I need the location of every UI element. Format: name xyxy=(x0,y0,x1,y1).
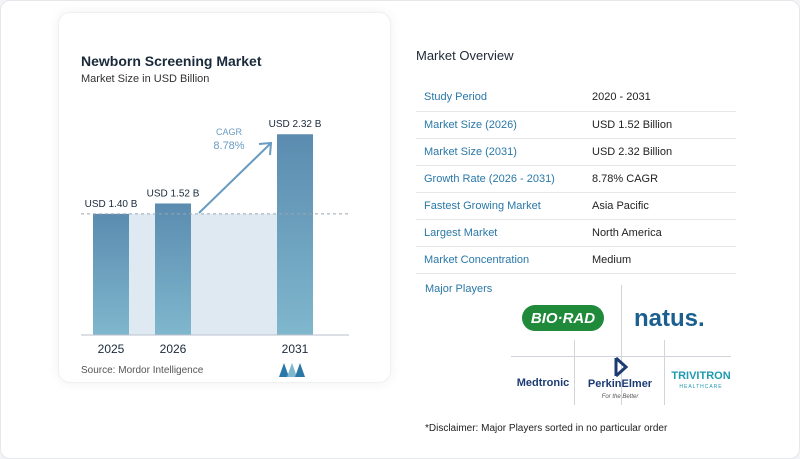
data-label-2026: USD 1.52 B xyxy=(147,188,200,199)
divider xyxy=(574,340,575,405)
natus-text: natus. xyxy=(634,305,705,332)
overview-key: Largest Market xyxy=(416,219,592,247)
tick-label-2025: 2025 xyxy=(98,342,125,356)
overview-key: Market Size (2031) xyxy=(416,138,592,166)
overview-key: Growth Rate (2026 - 2031) xyxy=(416,165,592,193)
divider xyxy=(511,356,731,357)
growth-area xyxy=(191,213,277,335)
major-players-label: Major Players xyxy=(425,283,493,295)
overview-row: Growth Rate (2026 - 2031) 8.78% CAGR xyxy=(416,165,736,193)
market-overview-heading: Market Overview xyxy=(416,48,514,63)
bar-chart: USD 1.40 B 2025 USD 1.52 B 2026 USD 2.32 B 20… xyxy=(81,119,349,356)
growth-area xyxy=(129,213,155,335)
overview-row: Study Period 2020 - 2031 xyxy=(416,84,736,112)
overview-value: 8.78% CAGR xyxy=(592,165,736,193)
cagr-value: 8.78% xyxy=(213,140,244,152)
overview-value: 2020 - 2031 xyxy=(592,84,736,112)
overview-value: Medium xyxy=(592,246,736,274)
overview-value: North America xyxy=(592,219,736,247)
overview-value: USD 2.32 Billion xyxy=(592,138,736,166)
trivitron-logo: TRIVITRON HEALTHCARE xyxy=(671,370,730,390)
overview-row: Fastest Growing Market Asia Pacific xyxy=(416,192,736,220)
cagr-label: CAGR xyxy=(216,127,243,137)
cagr-arrow xyxy=(198,143,271,214)
overview-row: Largest Market North America xyxy=(416,219,736,247)
cagr-arrowhead xyxy=(258,141,273,156)
perkinelmer-logo: PerkinElmer For the Better xyxy=(588,356,653,400)
divider xyxy=(664,340,665,405)
medtronic-logo: Medtronic xyxy=(517,377,570,389)
bar-2025 xyxy=(93,213,129,335)
perkinelmer-tagline: For the Better xyxy=(602,394,640,400)
trivitron-text: TRIVITRON xyxy=(671,370,730,382)
tick-label-2026: 2026 xyxy=(160,342,187,356)
disclaimer-text: *Disclaimer: Major Players sorted in no … xyxy=(425,423,668,434)
overview-key: Market Size (2026) xyxy=(416,111,592,139)
data-label-2025: USD 1.40 B xyxy=(85,199,138,210)
overview-value: USD 1.52 Billion xyxy=(592,111,736,139)
natus-logo: natus. xyxy=(634,305,705,332)
market-overview-table: Study Period 2020 - 2031 Market Size (2026… xyxy=(416,84,736,274)
trivitron-subtext: HEALTHCARE xyxy=(679,384,722,390)
tick-label-2031: 2031 xyxy=(282,342,309,356)
overview-row: Market Size (2031) USD 2.32 Billion xyxy=(416,138,736,166)
overview-key: Market Concentration xyxy=(416,246,592,274)
medtronic-text: Medtronic xyxy=(517,377,570,389)
source-text: Source: Mordor Intelligence xyxy=(81,365,204,376)
overview-value: Asia Pacific xyxy=(592,192,736,220)
divider xyxy=(621,285,622,405)
chart-subtitle: Market Size in USD Billion xyxy=(81,73,210,85)
overview-row: Market Size (2026) USD 1.52 Billion xyxy=(416,111,736,139)
overview-key: Study Period xyxy=(416,84,592,112)
mordor-logo-icon xyxy=(279,363,305,377)
bar-2026 xyxy=(155,203,191,335)
chart-title: Newborn Screening Market xyxy=(81,53,262,69)
bio-rad-logo: BIO·RAD xyxy=(522,305,604,331)
overview-key: Fastest Growing Market xyxy=(416,192,592,220)
overview-row: Market Concentration Medium xyxy=(416,246,736,274)
data-label-2031: USD 2.32 B xyxy=(269,119,322,130)
perkinelmer-icon xyxy=(614,356,629,378)
chart-card: Newborn Screening Market Market Size in … xyxy=(58,12,391,383)
bar-2031 xyxy=(277,134,313,335)
perkinelmer-text: PerkinElmer xyxy=(588,378,653,390)
bio-rad-text: BIO·RAD xyxy=(531,310,595,327)
